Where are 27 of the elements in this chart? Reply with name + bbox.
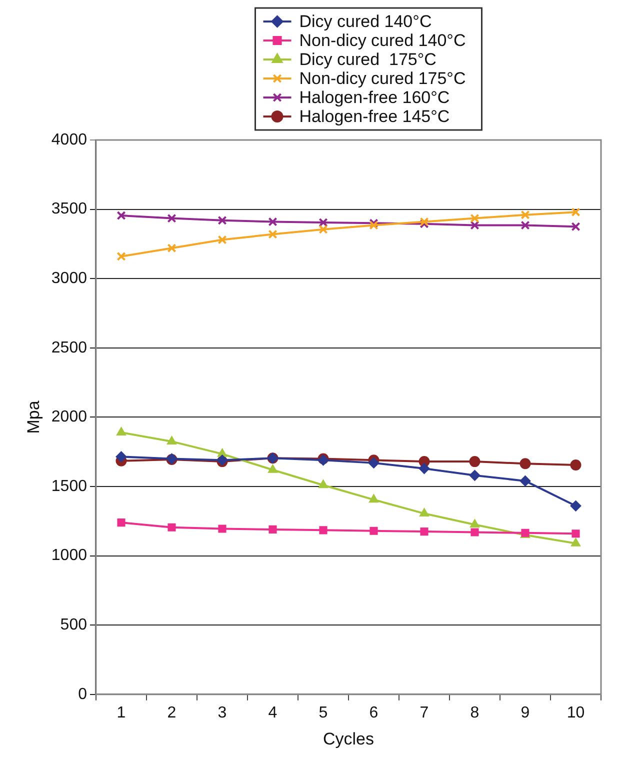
y-tick-label: 4000 (51, 131, 88, 148)
y-tick-label: 500 (60, 616, 88, 634)
x-tick-label: 3 (218, 704, 227, 722)
legend-label: Halogen-free 160°C (299, 88, 450, 108)
y-axis-title: Mpa (24, 400, 43, 434)
y-tick-label: 0 (78, 686, 88, 703)
legend-label: Dicy cured 175°C (299, 50, 436, 70)
legend-label: Non-dicy cured 175°C (299, 69, 466, 88)
x-tick-label: 5 (318, 704, 328, 722)
y-tick-label: 3500 (51, 200, 88, 218)
y-tick-label: 2500 (51, 339, 88, 356)
y-tick-label: 1500 (51, 478, 88, 495)
y-tick-label: 2000 (51, 408, 88, 426)
x-tick-label: 2 (167, 704, 176, 722)
x-tick-label: 4 (268, 704, 278, 722)
y-tick-label: 3000 (51, 270, 88, 288)
x-tick-label: 7 (420, 704, 429, 722)
x-tick-label: 9 (520, 704, 530, 722)
legend-label: Halogen-free 145°C (299, 107, 450, 126)
x-tick-label: 8 (470, 704, 480, 722)
legend-label: Dicy cured 140°C (299, 12, 432, 32)
x-tick-label: 10 (566, 704, 585, 722)
y-tick-label: 1000 (51, 547, 88, 564)
legend-label: Non-dicy cured 140°C (299, 31, 466, 50)
x-tick-label: 1 (116, 704, 126, 722)
x-axis-title: Cycles (322, 729, 374, 748)
x-tick-label: 6 (369, 704, 378, 722)
